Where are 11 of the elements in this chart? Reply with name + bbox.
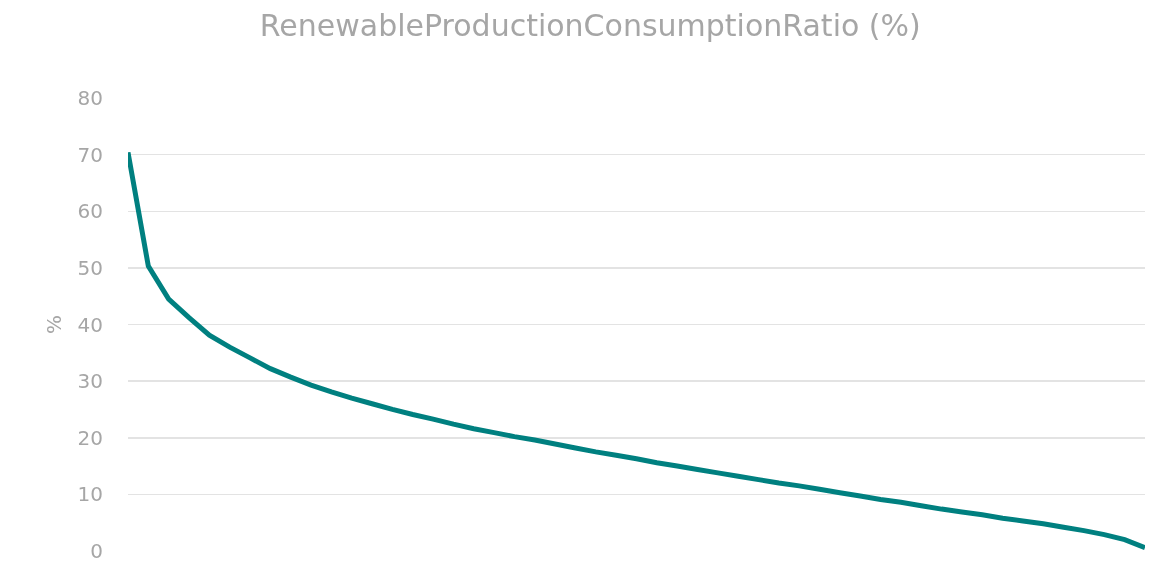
y-tick-label: 80 bbox=[77, 86, 103, 110]
y-tick-label: 30 bbox=[77, 369, 103, 394]
y-tick-label: 20 bbox=[77, 425, 103, 450]
y-tick-label: 50 bbox=[77, 255, 103, 280]
y-tick-label: 60 bbox=[77, 199, 103, 224]
y-tick-label: 70 bbox=[77, 142, 103, 167]
y-tick-label: 0 bbox=[90, 539, 103, 563]
y-tick-label: 10 bbox=[77, 482, 103, 507]
chart-title: RenewableProductionConsumptionRatio (%) bbox=[259, 8, 921, 44]
y-tick-label: 40 bbox=[77, 312, 103, 337]
y-axis-title: % bbox=[42, 314, 67, 335]
